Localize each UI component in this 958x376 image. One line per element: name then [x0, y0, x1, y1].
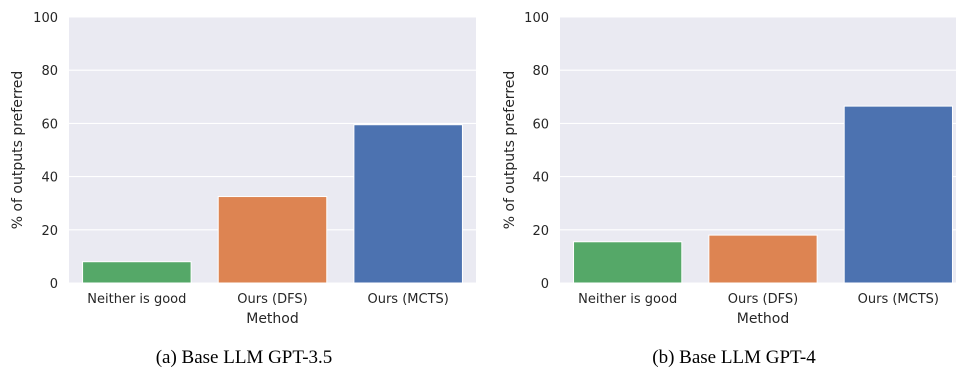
y-tick-label: 80 — [41, 64, 58, 79]
y-tick-label: 40 — [41, 171, 58, 186]
x-axis-label: Method — [737, 311, 790, 327]
y-axis-label: % of outputs preferred — [10, 71, 26, 230]
y-tick-label: 60 — [532, 117, 549, 132]
bar-ours-mcts — [843, 105, 953, 284]
x-tick-label: Ours (DFS) — [728, 292, 798, 307]
bar-neither-is-good — [82, 261, 192, 284]
y-tick-label: 100 — [33, 11, 58, 26]
x-tick-label: Ours (MCTS) — [367, 292, 448, 307]
x-tick-label: Neither is good — [87, 292, 186, 307]
y-tick-label: 20 — [532, 224, 549, 239]
bar-ours-dfs — [217, 196, 328, 284]
chart-panel-a: 0 20 40 60 80 100 Neither is good Ours (DFS) Our… — [10, 11, 476, 368]
y-tick-label: 20 — [41, 224, 58, 239]
y-tick-label: 0 — [541, 277, 549, 292]
y-axis-label: % of outputs preferred — [502, 71, 518, 230]
x-tick-label: Ours (DFS) — [237, 292, 307, 307]
y-tick-label: 0 — [50, 277, 58, 292]
chart-panel-b: 0 20 40 60 80 100 Neither is good Ours (DFS) Our… — [502, 11, 956, 368]
y-tick-label: 100 — [524, 11, 549, 26]
y-tick-label: 40 — [532, 171, 549, 186]
bar-neither-is-good — [573, 241, 683, 284]
y-tick-label: 80 — [532, 64, 549, 79]
bar-ours-mcts — [353, 124, 463, 284]
panel-caption: (a) Base LLM GPT-3.5 — [156, 347, 333, 368]
panel-caption: (b) Base LLM GPT-4 — [652, 347, 816, 368]
x-axis-label: Method — [246, 311, 299, 327]
x-tick-label: Neither is good — [578, 292, 677, 307]
bar-ours-dfs — [708, 234, 818, 284]
x-tick-label: Ours (MCTS) — [858, 292, 939, 307]
y-tick-label: 60 — [41, 117, 58, 132]
